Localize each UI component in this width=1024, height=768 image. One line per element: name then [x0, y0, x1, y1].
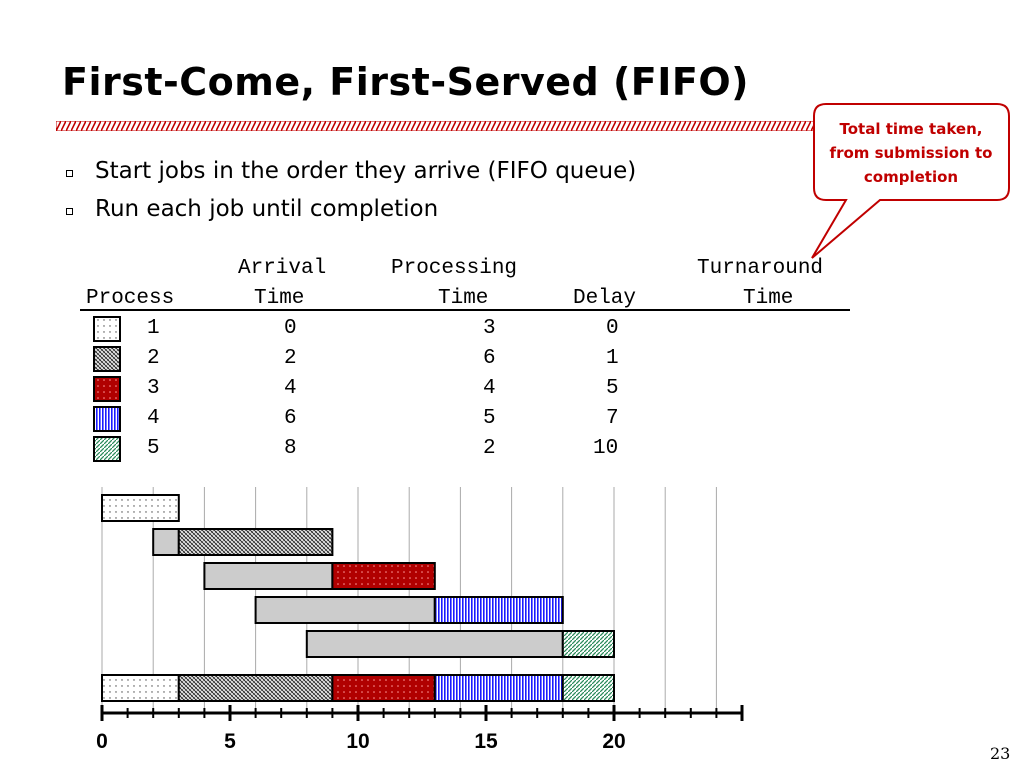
bullet-square-icon [66, 207, 73, 215]
header-turnaround-top: Turnaround [697, 257, 824, 280]
header-arrival-top: Arrival [238, 257, 327, 280]
callout-line: from submission to [829, 144, 993, 162]
callout-text: Total time taken, from submission to com… [813, 117, 1009, 189]
swatch-process-2 [93, 346, 121, 372]
timeline-bar-process-3 [331, 674, 436, 702]
cell-delay: 1 [606, 347, 619, 370]
cell-delay: 5 [606, 377, 619, 400]
swatch-process-5 [93, 436, 121, 462]
callout-line: Total time taken, [839, 120, 983, 138]
timeline-bar-process-2 [177, 674, 334, 702]
header-process: Process [86, 287, 175, 310]
cell-process: 5 [147, 437, 160, 460]
wait-bar-process-5 [305, 630, 564, 658]
run-bar-process-3 [331, 562, 436, 590]
cell-process: 1 [147, 317, 160, 340]
bullet-item: Run each job until completion [66, 196, 438, 222]
run-bar-process-1 [101, 494, 180, 522]
bullet-text: Start jobs in the order they arrive (FIF… [95, 158, 637, 184]
x-tick-label: 10 [346, 730, 369, 753]
gantt-axis: 0 5 10 15 20 [96, 705, 744, 753]
run-bar-process-4 [433, 596, 564, 624]
title-underline-rule [56, 121, 818, 131]
wait-bar-process-3 [203, 562, 334, 590]
swatch-process-3 [93, 376, 121, 402]
cell-process: 2 [147, 347, 160, 370]
page-number: 23 [990, 744, 1011, 763]
slide-title: First-Come, First-Served (FIFO) [62, 60, 750, 104]
timeline-bar-process-5 [561, 674, 615, 702]
table-header-rule [80, 309, 850, 311]
cell-processing: 3 [483, 317, 496, 340]
cell-delay: 0 [606, 317, 619, 340]
bullet-item: Start jobs in the order they arrive (FIF… [66, 158, 636, 184]
header-turnaround-bottom: Time [743, 287, 794, 310]
x-tick-label: 0 [96, 730, 108, 753]
bullet-square-icon [66, 169, 73, 177]
header-processing-top: Processing [391, 257, 518, 280]
wait-bar-process-2 [152, 528, 180, 556]
cell-delay: 10 [593, 437, 619, 460]
header-delay: Delay [573, 287, 637, 310]
cell-process: 4 [147, 407, 160, 430]
cell-arrival: 8 [284, 437, 297, 460]
gantt-bars [101, 494, 615, 702]
cell-processing: 4 [483, 377, 496, 400]
x-tick-label: 5 [224, 730, 236, 753]
header-processing-bottom: Time [438, 287, 489, 310]
cell-arrival: 6 [284, 407, 297, 430]
cell-arrival: 0 [284, 317, 297, 340]
cell-processing: 2 [483, 437, 496, 460]
cell-processing: 6 [483, 347, 496, 370]
timeline-bar-process-4 [433, 674, 564, 702]
cell-arrival: 2 [284, 347, 297, 370]
swatch-process-4 [93, 406, 121, 432]
swatch-process-1 [93, 316, 121, 342]
callout-line: completion [863, 168, 959, 186]
x-tick-label: 20 [602, 730, 625, 753]
cell-process: 3 [147, 377, 160, 400]
wait-bar-process-4 [254, 596, 436, 624]
header-arrival-bottom: Time [254, 287, 305, 310]
run-bar-process-2 [177, 528, 334, 556]
cell-arrival: 4 [284, 377, 297, 400]
cell-processing: 5 [483, 407, 496, 430]
run-bar-process-5 [561, 630, 615, 658]
cell-delay: 7 [606, 407, 619, 430]
bullet-text: Run each job until completion [95, 196, 439, 222]
timeline-bar-process-1 [101, 674, 180, 702]
x-tick-label: 15 [474, 730, 498, 753]
